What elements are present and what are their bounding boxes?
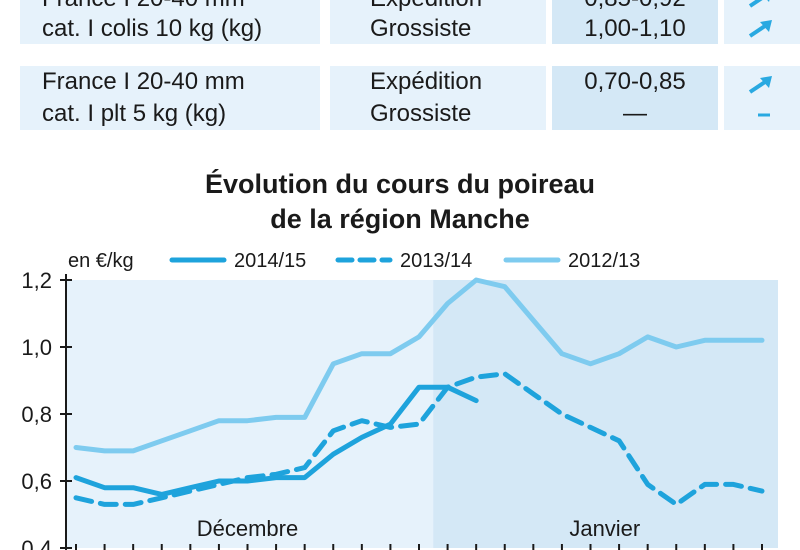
product-label: cat. I colis 10 kg (kg) — [42, 15, 263, 42]
y-tick-label: 1,0 — [21, 335, 52, 360]
stage-label: Grossiste — [370, 15, 472, 42]
y-axis-label: en €/kg — [68, 250, 134, 272]
y-tick-label: 0,4 — [21, 536, 52, 550]
plot-area: 0,4 0,6 0,8 1,0 1,2 Décembre Janvier en €/kg 201… — [21, 250, 778, 550]
product-label: France I 20-40 mm — [42, 68, 245, 95]
y-tick-label: 0,6 — [21, 469, 52, 494]
stage-label: Expédition — [370, 0, 482, 14]
price-value: — — [623, 100, 647, 127]
up-arrow-icon — [744, 14, 778, 44]
chart-title-line-1: Évolution du cours du poireau — [205, 168, 595, 199]
stage-label: Expédition — [370, 68, 483, 95]
product-label: France I 20-40 mm — [42, 0, 245, 14]
y-tick-label: 0,8 — [21, 402, 52, 427]
price-value: 0,85-0,92 — [552, 0, 718, 14]
up-arrow-icon — [744, 70, 778, 100]
legend-label: 2013/14 — [400, 250, 472, 272]
y-tick-label: 1,2 — [21, 268, 52, 293]
leek-price-chart: Évolution du cours du poireau de la régi… — [21, 168, 778, 550]
up-arrow-icon — [744, 0, 778, 14]
price-table: France I 20-40 mm cat. I colis 10 kg (kg… — [0, 0, 800, 150]
x-period-label: Décembre — [197, 516, 298, 541]
stable-dash-icon — [744, 100, 778, 130]
x-period-label: Janvier — [569, 516, 640, 541]
stage-label: Grossiste — [370, 100, 472, 127]
chart-title-line-2: de la région Manche — [270, 204, 530, 234]
price-value: 0,70-0,85 — [584, 68, 686, 95]
legend-label: 2012/13 — [568, 250, 640, 272]
product-label: cat. I plt 5 kg (kg) — [42, 100, 227, 127]
price-value: 1,00-1,10 — [584, 15, 686, 42]
legend-label: 2014/15 — [234, 250, 306, 272]
january-shaded-region — [433, 280, 778, 548]
